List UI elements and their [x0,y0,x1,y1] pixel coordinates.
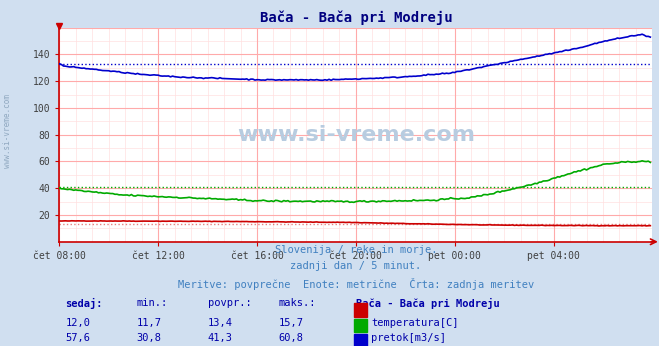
FancyBboxPatch shape [354,303,367,317]
Text: Bača - Bača pri Modreju: Bača - Bača pri Modreju [356,298,500,309]
Text: pretok[m3/s]: pretok[m3/s] [371,333,446,343]
Text: 15,7: 15,7 [279,318,304,328]
Text: Meritve: povprečne  Enote: metrične  Črta: zadnja meritev: Meritve: povprečne Enote: metrične Črta:… [178,278,534,290]
Text: 60,8: 60,8 [279,333,304,343]
Text: maks.:: maks.: [279,298,316,308]
FancyBboxPatch shape [354,334,367,346]
FancyBboxPatch shape [354,319,367,332]
Text: Slovenija / reke in morje.: Slovenija / reke in morje. [275,245,437,255]
Text: temperatura[C]: temperatura[C] [371,318,459,328]
Text: 11,7: 11,7 [136,318,161,328]
Title: Bača - Bača pri Modreju: Bača - Bača pri Modreju [260,11,452,25]
Text: www.si-vreme.com: www.si-vreme.com [237,125,475,145]
Text: 12,0: 12,0 [65,318,90,328]
Text: min.:: min.: [136,298,167,308]
Text: 57,6: 57,6 [65,333,90,343]
Text: www.si-vreme.com: www.si-vreme.com [3,94,13,169]
Text: povpr.:: povpr.: [208,298,251,308]
Text: 30,8: 30,8 [136,333,161,343]
Text: 13,4: 13,4 [208,318,233,328]
Text: sedaj:: sedaj: [65,298,103,309]
Text: zadnji dan / 5 minut.: zadnji dan / 5 minut. [290,261,422,271]
Text: 41,3: 41,3 [208,333,233,343]
